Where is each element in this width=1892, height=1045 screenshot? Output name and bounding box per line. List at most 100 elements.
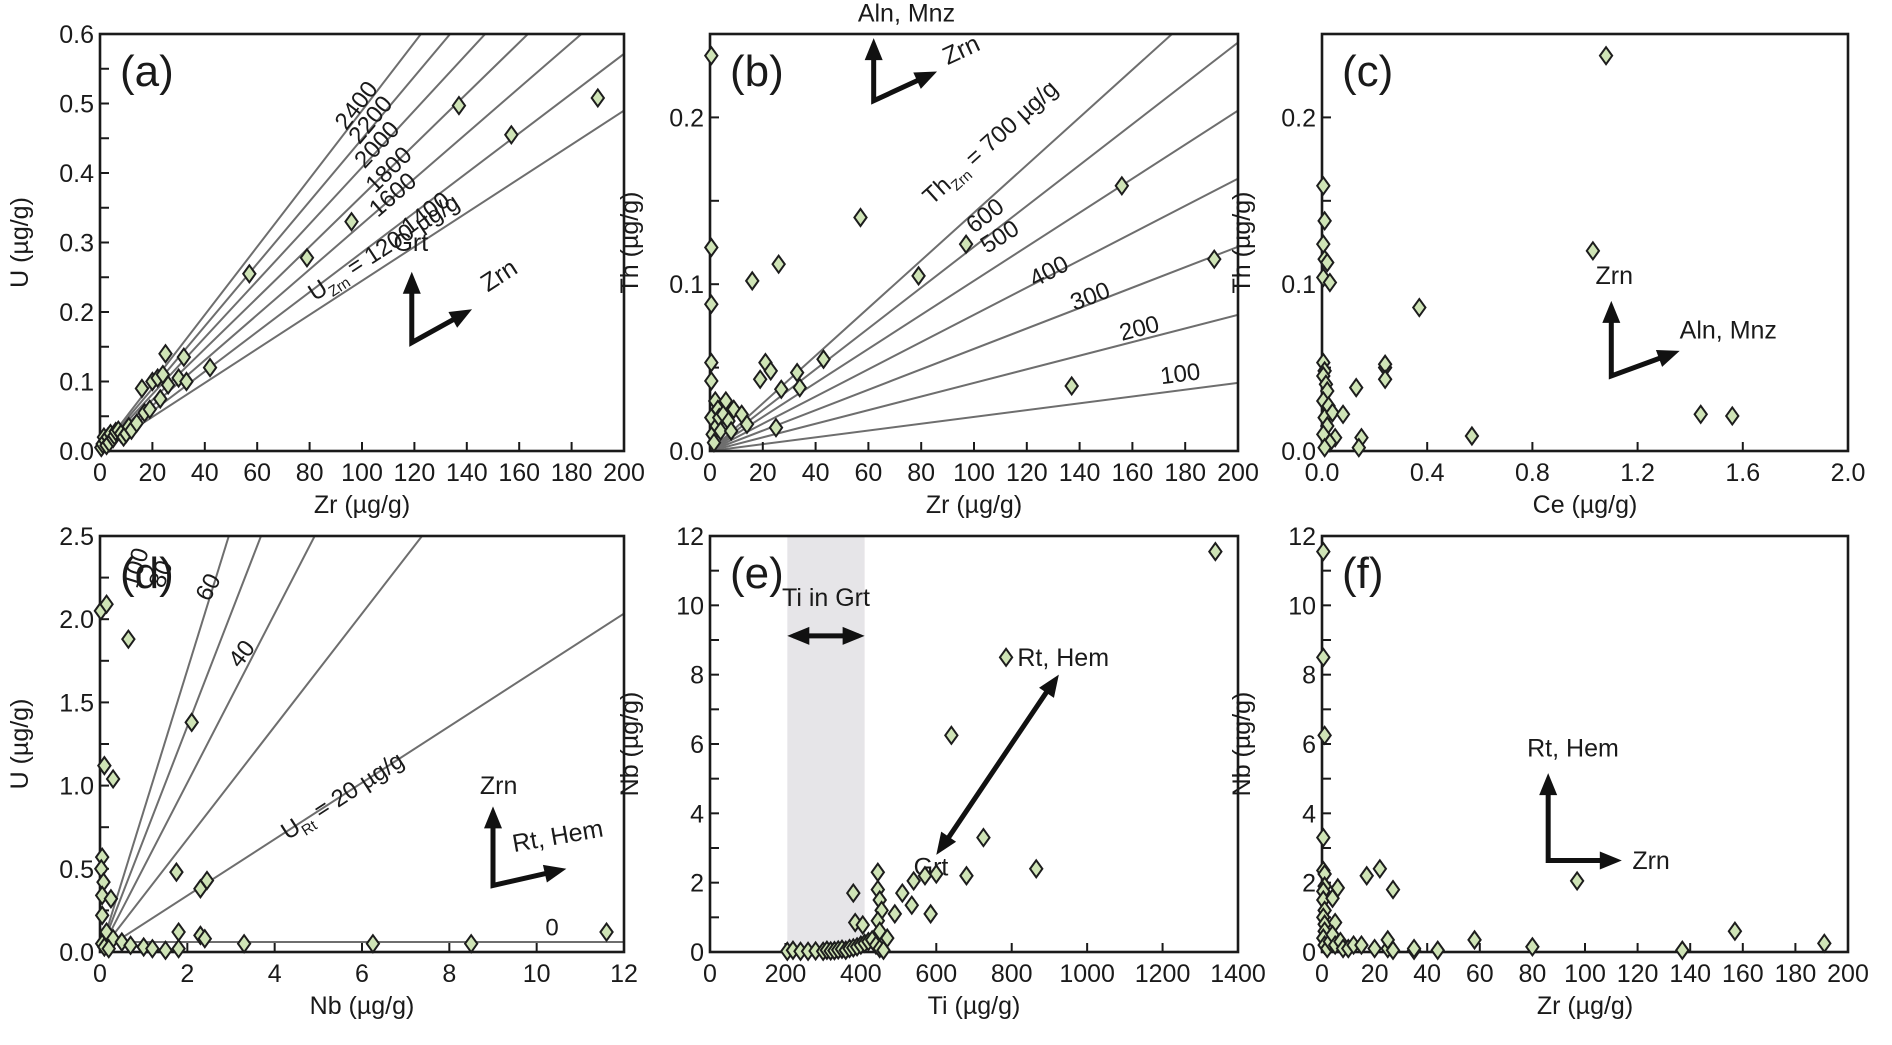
arrow-up-icon: [1602, 300, 1621, 323]
plot-frame: [1320, 32, 1850, 453]
data-point: [1385, 940, 1401, 961]
data-point: [1727, 920, 1743, 942]
y-axis-label: Nb (µg/g): [1228, 692, 1256, 797]
x-tick-label: 200: [765, 960, 807, 988]
x-tick-label: 100: [1564, 960, 1606, 988]
data-point: [959, 865, 974, 886]
x-tick-label: 400: [840, 960, 882, 988]
panel-label: (a): [120, 47, 174, 96]
x-tick-label: 200: [1217, 459, 1259, 487]
data-point: [928, 863, 944, 885]
y-tick-label: 0.0: [669, 438, 704, 466]
x-tick-label: 60: [854, 459, 882, 487]
x-tick-label: 1.6: [1725, 459, 1760, 487]
panel-label: (b): [730, 47, 784, 96]
x-tick-label: 120: [1617, 960, 1659, 988]
vector-arrows: [1608, 318, 1665, 380]
y-tick-label: 8: [1302, 662, 1316, 690]
data-points: [1315, 45, 1740, 458]
reference-line-label-0: 0: [545, 914, 558, 941]
data-points: [1315, 541, 1832, 961]
x-tick-label: 0.4: [1410, 459, 1445, 487]
x-tick-label: 160: [498, 459, 540, 487]
data-point: [792, 377, 808, 398]
x-tick-label: 140: [446, 459, 488, 487]
arrow-diag-icon: [913, 71, 938, 89]
reference-line-label-100: 100: [1159, 358, 1202, 390]
data-point: [998, 647, 1014, 668]
data-point: [1315, 233, 1331, 255]
data-point: [958, 233, 974, 255]
data-point: [1317, 725, 1332, 746]
reference-line-100: [710, 381, 1238, 451]
data-point: [1208, 541, 1223, 562]
data-point: [169, 861, 184, 883]
data-point: [1377, 369, 1393, 390]
y-tick-label: 2: [690, 870, 704, 898]
data-point: [129, 412, 145, 434]
y-tick-label: 0.0: [1281, 438, 1316, 466]
data-point: [1430, 940, 1446, 961]
x-tick-label: 8: [442, 960, 456, 988]
data-point: [976, 827, 991, 848]
y-tick-label: 0.1: [59, 369, 94, 397]
x-tick-label: 40: [802, 459, 830, 487]
y-tick-label: 10: [1288, 592, 1316, 620]
annotation-label: Zrn: [1596, 262, 1634, 290]
data-points: [93, 594, 614, 961]
y-axis-label: Th (µg/g): [1228, 192, 1256, 294]
panel-label: (e): [730, 549, 784, 598]
x-tick-label: 0: [1315, 960, 1329, 988]
data-point: [816, 349, 831, 370]
data-point: [1359, 865, 1375, 886]
data-point: [703, 237, 719, 258]
data-point: [1317, 210, 1332, 232]
x-tick-label: 140: [1059, 459, 1101, 487]
reference-line-label-300: 300: [1067, 277, 1114, 317]
x-tick-label: 600: [915, 960, 957, 988]
arrow-up-icon: [402, 271, 421, 294]
x-axis-label: Nb (µg/g): [310, 992, 415, 1020]
data-point: [718, 390, 734, 412]
data-point: [1351, 437, 1367, 458]
x-tick-label: 40: [1413, 960, 1441, 988]
annotation-label: Aln, Mnz: [858, 0, 955, 27]
annotation-label: Rt, Hem: [1527, 734, 1619, 762]
y-tick-label: 0.6: [59, 21, 94, 49]
data-point: [99, 594, 114, 615]
data-point: [768, 417, 784, 438]
x-tick-label: 200: [1827, 960, 1869, 988]
data-point: [152, 388, 168, 410]
data-point: [503, 124, 519, 145]
data-point: [136, 936, 152, 958]
x-axis-label: Zr (µg/g): [926, 491, 1022, 519]
data-point: [299, 247, 315, 269]
data-point: [134, 378, 150, 399]
y-tick-label: 1.5: [59, 689, 94, 717]
data-point: [171, 921, 186, 943]
x-tick-label: 2: [180, 960, 194, 988]
reference-line-2400: [100, 34, 423, 451]
data-point: [158, 940, 173, 961]
data-point: [773, 379, 789, 400]
data-point: [703, 45, 719, 66]
x-tick-label: 180: [551, 459, 593, 487]
x-tick-label: 40: [191, 459, 219, 487]
data-point: [176, 346, 192, 368]
data-point: [160, 374, 176, 396]
x-tick-label: 160: [1722, 960, 1764, 988]
y-tick-label: 0: [690, 939, 704, 967]
data-point: [184, 712, 200, 733]
data-point: [1585, 240, 1601, 262]
data-point: [1315, 647, 1331, 668]
x-tick-label: 120: [1006, 459, 1048, 487]
data-point: [158, 343, 173, 364]
y-tick-label: 0.5: [59, 856, 94, 884]
data-point: [105, 768, 121, 790]
x-tick-label: 6: [355, 960, 369, 988]
vector-arrows: [409, 289, 458, 347]
x-tick-label: 20: [749, 459, 777, 487]
arrow-diag-icon: [1655, 350, 1680, 367]
data-point: [1411, 297, 1427, 318]
